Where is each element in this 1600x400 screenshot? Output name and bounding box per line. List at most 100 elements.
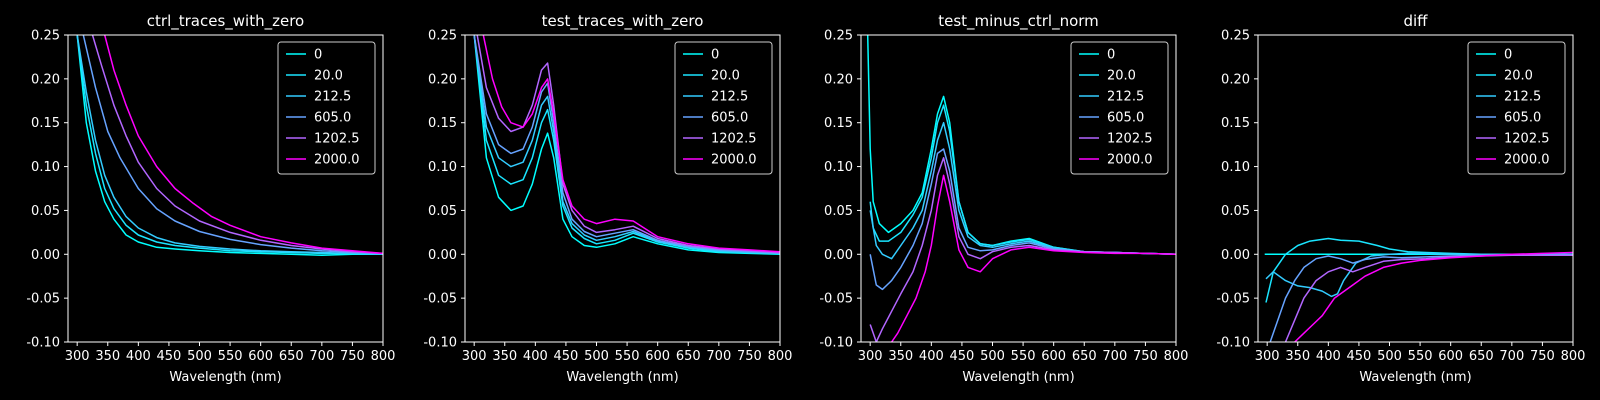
- x-tick-label: 600: [1041, 349, 1066, 364]
- y-tick-label: -0.05: [819, 292, 853, 307]
- y-tick-label: -0.10: [1216, 336, 1250, 351]
- x-tick-label: 750: [1133, 349, 1158, 364]
- legend-label: 0: [1107, 48, 1115, 63]
- plot-frame: [67, 34, 384, 343]
- y-tick-label: 0.10: [1221, 160, 1250, 175]
- series-line-4: [82, 35, 383, 255]
- y-tick-label: 0.15: [1221, 116, 1250, 131]
- x-tick-label: 800: [1561, 349, 1586, 364]
- series-line-6: [103, 35, 383, 255]
- y-tick-label: -0.10: [26, 336, 60, 351]
- series-line-5: [869, 157, 1176, 342]
- x-tick-label: 750: [1530, 349, 1555, 364]
- x-tick-label: 500: [1377, 349, 1402, 364]
- legend: 0 20.0 212.5 605.0 1202.5 2000.0: [674, 41, 773, 175]
- series-lines: [866, 35, 1176, 342]
- legend-label: 2000.0: [711, 153, 757, 168]
- x-tick-label: 450: [157, 349, 182, 364]
- y-tick-label: 0.20: [1221, 72, 1250, 87]
- panel-3: 300 350 400 450 500 550 600 650 700 750 800 -0.10 -0…: [819, 12, 1188, 385]
- legend-label: 212.5: [711, 90, 748, 105]
- y-tick-label: 0.10: [428, 160, 457, 175]
- x-tick-label: 650: [676, 349, 701, 364]
- x-tick-label: 450: [950, 349, 975, 364]
- legend-label: 1202.5: [1107, 132, 1153, 147]
- panel-title: test_traces_with_zero: [542, 12, 704, 31]
- x-tick-label: 300: [462, 349, 487, 364]
- y-tick-label: 0.25: [31, 29, 60, 44]
- legend-label: 20.0: [314, 69, 343, 84]
- x-tick-label: 600: [1438, 349, 1463, 364]
- series-line-3: [76, 35, 383, 256]
- legend-label: 2000.0: [314, 153, 360, 168]
- y-tick-label: 0.10: [824, 160, 853, 175]
- x-tick-label: 550: [218, 349, 243, 364]
- series-line-1: [76, 35, 383, 256]
- panel-title: test_minus_ctrl_norm: [938, 12, 1099, 31]
- y-tick-label: 0.20: [824, 72, 853, 87]
- x-tick-label: 300: [858, 349, 883, 364]
- y-tick-label: -0.10: [423, 336, 457, 351]
- series-line-4: [473, 35, 780, 255]
- y-tick-label: 0.05: [31, 204, 60, 219]
- x-tick-label: 600: [248, 349, 273, 364]
- x-tick-label: 700: [706, 349, 731, 364]
- legend-label: 212.5: [1504, 90, 1541, 105]
- legend-label: 605.0: [711, 111, 748, 126]
- x-tick-label: 750: [737, 349, 762, 364]
- legend-label: 2000.0: [1504, 153, 1550, 168]
- x-tick-label: 350: [888, 349, 913, 364]
- legend-label: 1202.5: [711, 132, 757, 147]
- y-tick-label: 0.20: [31, 72, 60, 87]
- x-axis-label: Wavelength (nm): [566, 370, 678, 385]
- plot-frame: [464, 34, 781, 343]
- legend-label: 605.0: [1107, 111, 1144, 126]
- x-tick-label: 350: [1285, 349, 1310, 364]
- series-line-3: [1265, 252, 1573, 298]
- series-lines: [473, 35, 780, 256]
- x-tick-label: 500: [584, 349, 609, 364]
- series-line-2: [473, 35, 780, 255]
- y-tick-label: 0.15: [31, 116, 60, 131]
- y-tick-label: 0.00: [824, 248, 853, 263]
- x-tick-label: 800: [1164, 349, 1189, 364]
- y-tick-label: 0.25: [428, 29, 457, 44]
- x-tick-label: 450: [554, 349, 579, 364]
- panel-title: ctrl_traces_with_zero: [147, 12, 304, 31]
- x-axis-label: Wavelength (nm): [169, 370, 281, 385]
- panel-2: 300 350 400 450 500 550 600 650 700 750 800 -0.10 -0…: [423, 12, 792, 385]
- x-tick-label: 500: [980, 349, 1005, 364]
- x-axis-label: Wavelength (nm): [1359, 370, 1471, 385]
- series-line-5: [1284, 254, 1573, 342]
- series-line-1: [473, 35, 780, 256]
- series-line-6: [890, 174, 1176, 342]
- x-tick-label: 400: [126, 349, 151, 364]
- series-line-5: [476, 35, 780, 254]
- x-tick-label: 550: [1408, 349, 1433, 364]
- x-tick-label: 700: [1102, 349, 1127, 364]
- y-tick-label: 0.05: [1221, 204, 1250, 219]
- y-tick-label: -0.05: [423, 292, 457, 307]
- x-tick-label: 700: [1499, 349, 1524, 364]
- legend-label: 20.0: [1107, 69, 1136, 84]
- y-tick-label: 0.00: [428, 248, 457, 263]
- legend-label: 20.0: [711, 69, 740, 84]
- x-tick-label: 550: [615, 349, 640, 364]
- legend-label: 212.5: [1107, 90, 1144, 105]
- legend-label: 605.0: [1504, 111, 1541, 126]
- x-tick-label: 500: [187, 349, 212, 364]
- y-tick-label: 0.00: [31, 248, 60, 263]
- y-tick-label: -0.05: [1216, 292, 1250, 307]
- y-tick-label: 0.15: [824, 116, 853, 131]
- x-tick-label: 300: [1255, 349, 1280, 364]
- x-tick-label: 750: [340, 349, 365, 364]
- series-line-6: [1294, 251, 1573, 342]
- y-tick-label: 0.15: [428, 116, 457, 131]
- y-tick-label: 0.10: [31, 160, 60, 175]
- series-line-5: [91, 35, 383, 255]
- x-tick-label: 600: [645, 349, 670, 364]
- y-tick-label: 0.25: [824, 29, 853, 44]
- x-tick-label: 650: [1072, 349, 1097, 364]
- x-tick-label: 350: [492, 349, 517, 364]
- legend-label: 0: [1504, 48, 1512, 63]
